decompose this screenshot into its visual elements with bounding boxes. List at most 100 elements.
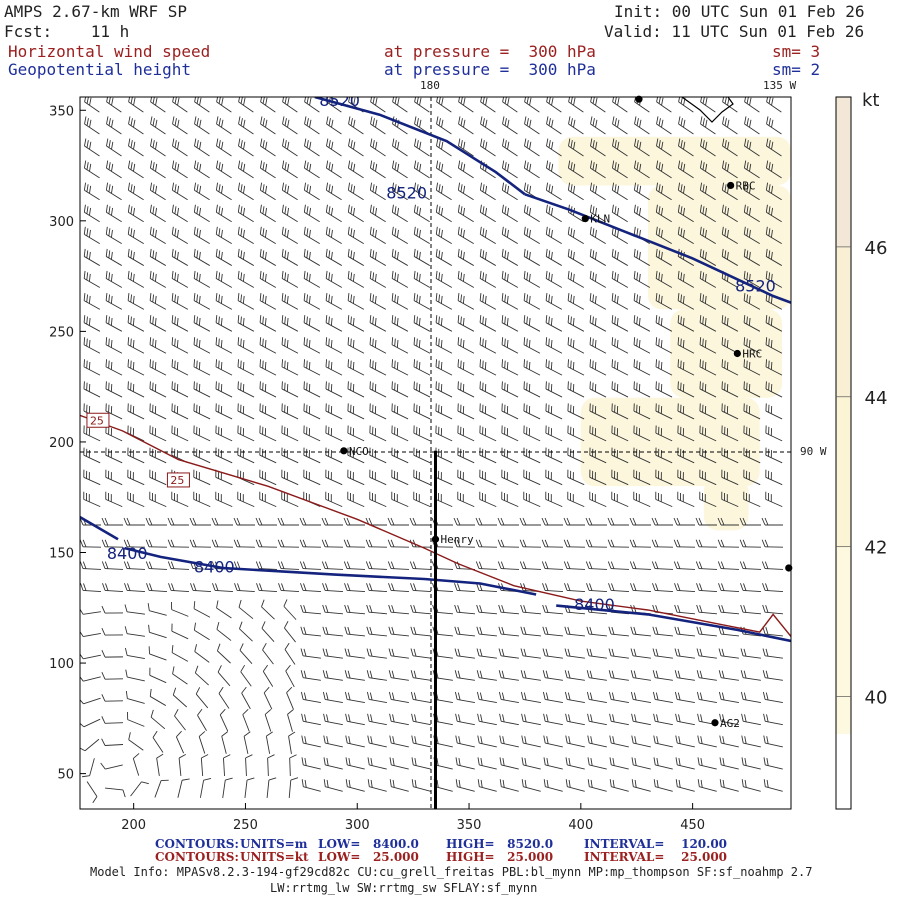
wind-barb (392, 138, 408, 157)
wind-barb (149, 182, 166, 201)
wind-barb (300, 670, 321, 681)
wind-barb (611, 337, 629, 354)
wind-barb (479, 337, 497, 354)
wind-barb (677, 160, 694, 179)
wind-barb (391, 425, 409, 442)
wind-barb (127, 248, 144, 266)
wind-barb (413, 204, 430, 223)
wind-barb (699, 403, 717, 420)
wind-barb (149, 667, 167, 684)
wind-barb (655, 315, 673, 332)
wind-barb (215, 447, 233, 464)
station-henry: Henry (431, 533, 474, 546)
wind-barb (502, 97, 518, 113)
wind-barb (501, 270, 519, 288)
wind-barb (677, 425, 695, 442)
wind-barb (410, 648, 431, 659)
wind-barb (105, 270, 123, 288)
wind-barb (455, 757, 475, 770)
wind-barb (389, 735, 409, 748)
wind-barb (217, 665, 231, 687)
wind-barb (127, 270, 145, 288)
wind-barb (145, 561, 168, 570)
wind-barb (435, 292, 453, 310)
wind-barb (587, 713, 607, 726)
wind-barb (281, 491, 299, 508)
wind-barb (475, 561, 498, 570)
wind-barb (611, 359, 629, 376)
wind-barb (323, 735, 343, 748)
shade-region (580, 397, 760, 487)
longitude-90w-label: 90 W (800, 445, 827, 458)
wind-barb (564, 670, 585, 681)
wind-barb (212, 583, 234, 593)
wind-barb (194, 665, 209, 686)
wind-barb (589, 381, 607, 398)
wind-barb (216, 138, 232, 157)
wind-barb (721, 359, 739, 376)
wind-barb (369, 491, 387, 508)
wind-barb (741, 779, 761, 792)
wind-barb (567, 403, 585, 420)
wind-barb (281, 270, 299, 288)
wind-barb (101, 605, 124, 614)
wind-barb (219, 708, 229, 732)
wind-barb (260, 138, 276, 157)
wind-barb (721, 447, 739, 464)
height-contour (80, 515, 119, 541)
wind-barb (391, 248, 408, 266)
wind-barb (299, 561, 322, 570)
wind-barb (564, 626, 585, 637)
wind-barb (410, 691, 431, 703)
wind-barb (607, 561, 630, 570)
wind-barb (545, 160, 562, 179)
wind-barb (287, 709, 294, 732)
wind-barb (497, 561, 520, 570)
model-title: AMPS 2.67-km WRF SP (4, 2, 188, 21)
wind-barb (124, 626, 145, 637)
wind-barb (567, 292, 585, 310)
wind-barb (655, 248, 672, 266)
wind-barb (215, 315, 233, 332)
wind-barb (193, 270, 211, 288)
wind-barb (245, 754, 253, 777)
wind-barb (565, 735, 585, 748)
wind-barb (347, 315, 365, 332)
wind-barb (347, 292, 365, 310)
wind-barb (697, 757, 717, 770)
contours-speed-low: LOW= 25.000 (318, 850, 419, 864)
wind-barb (281, 315, 299, 332)
wind-barb (586, 583, 608, 593)
svg-text:25: 25 (90, 414, 104, 427)
wind-barb (325, 337, 343, 354)
wind-barb (545, 337, 563, 354)
wind-barb (498, 604, 520, 615)
wind-barb (127, 403, 145, 420)
wind-barb (454, 691, 475, 703)
contours: 8520 8520 8520 8400 8400 8400 (80, 97, 791, 643)
wind-barb (520, 670, 541, 681)
wind-barb (255, 539, 278, 548)
wind-barb (718, 583, 740, 593)
wind-barb (545, 226, 562, 245)
wind-barb (237, 491, 255, 508)
wind-barb (259, 469, 277, 486)
wind-barb (699, 204, 716, 223)
wind-barb (520, 648, 541, 659)
wind-barb (149, 337, 167, 354)
wind-barb (369, 403, 387, 420)
wind-barb (409, 517, 432, 526)
wind-barb (655, 469, 673, 486)
station-rbc: RBC (727, 179, 756, 192)
wind-barb (150, 116, 166, 135)
wind-barb (105, 469, 123, 486)
wind-barb (743, 182, 760, 201)
wind-barb (344, 583, 366, 593)
wind-barb (101, 627, 124, 636)
wind-barb (521, 713, 541, 726)
wind-barb (435, 403, 453, 420)
wind-barb (259, 491, 277, 508)
wind-barb (608, 583, 630, 593)
wind-barb (325, 160, 342, 179)
